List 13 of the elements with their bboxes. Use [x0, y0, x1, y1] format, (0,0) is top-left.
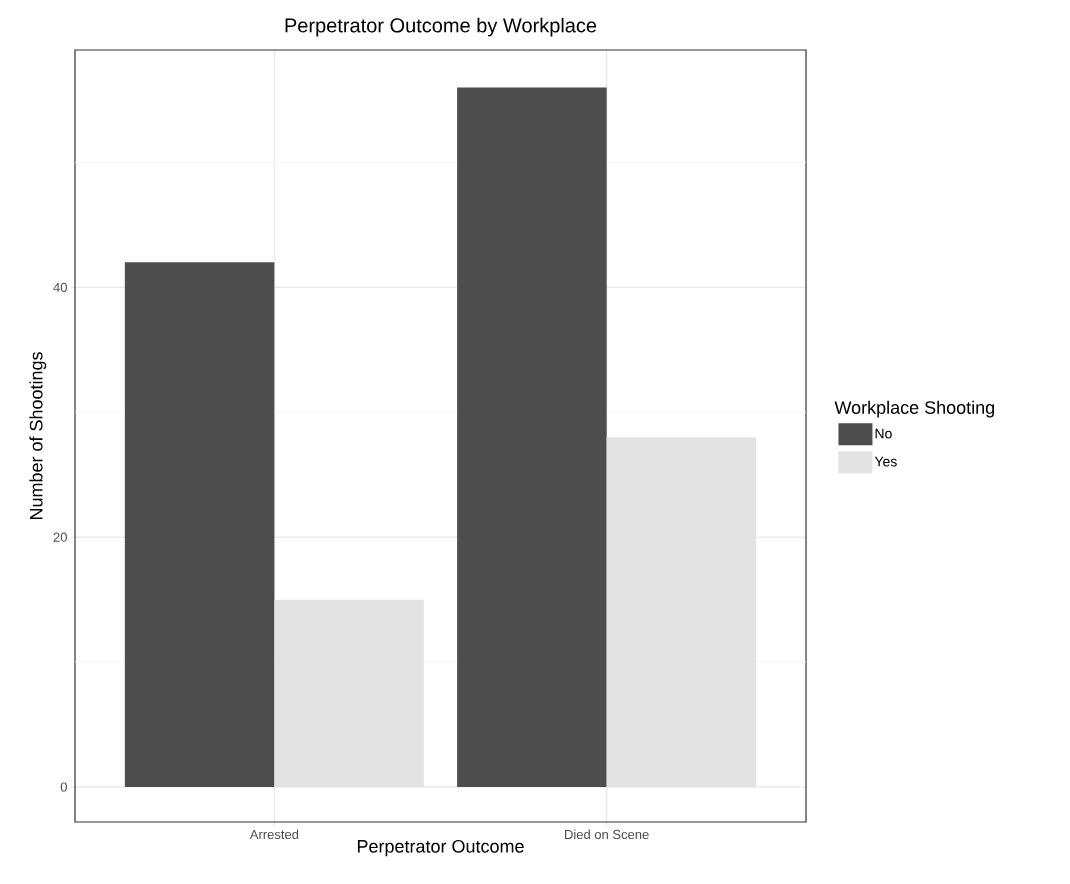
- y-tick-label: 20: [53, 532, 67, 542]
- bar: [124, 262, 275, 788]
- legend-label: No: [875, 428, 892, 439]
- legend-title: Workplace Shooting: [834, 400, 994, 418]
- x-tick-label: Died on Scene: [565, 829, 649, 840]
- y-axis-title: Number of Shootings: [29, 352, 47, 520]
- x-axis-title: Perpetrator Outcome: [357, 839, 524, 857]
- chart-title: Perpetrator Outcome by Workplace: [285, 17, 597, 37]
- x-tick-label: Arrested: [249, 829, 299, 840]
- bar: [457, 87, 607, 788]
- y-tick-label: 0: [60, 782, 67, 792]
- y-tick-label: 40: [53, 282, 67, 292]
- legend-label: Yes: [874, 456, 897, 467]
